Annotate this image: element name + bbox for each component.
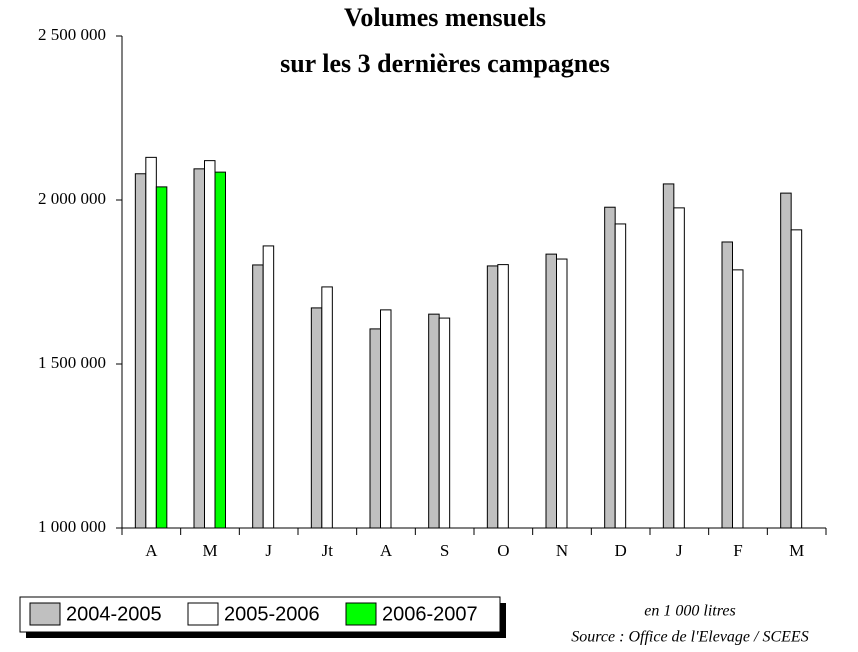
legend-swatch — [187, 602, 219, 626]
x-tick-label: J — [265, 541, 272, 560]
bar — [486, 265, 499, 529]
bar — [497, 264, 509, 529]
bar — [662, 183, 675, 529]
bar — [252, 264, 264, 529]
bar — [145, 156, 157, 529]
annotation: Source : Office de l'Elevage / SCEES — [571, 629, 808, 646]
bar — [214, 171, 226, 529]
chart-subtitle: sur les 3 dernières campagnes — [280, 49, 610, 78]
legend-label: 2005-2006 — [224, 603, 320, 625]
legend-swatch — [345, 602, 377, 626]
x-tick-label: D — [615, 541, 627, 560]
legend-label: 2006-2007 — [382, 603, 478, 625]
x-tick-label: O — [497, 541, 509, 560]
bar — [673, 207, 685, 529]
bar — [262, 245, 275, 529]
bar — [545, 253, 557, 529]
bar — [310, 307, 323, 529]
x-tick-label: Jt — [322, 541, 334, 560]
x-tick-label: A — [380, 541, 393, 560]
bar — [438, 317, 451, 529]
bar — [193, 168, 205, 529]
x-tick-label: M — [789, 541, 804, 560]
bar — [790, 229, 803, 529]
y-tick-label: 2 000 000 — [38, 189, 106, 208]
bar — [556, 258, 568, 529]
y-tick-label: 2 500 000 — [38, 25, 106, 44]
chart-title: Volumes mensuels — [344, 3, 546, 32]
x-tick-label: N — [556, 541, 568, 560]
x-tick-label: J — [676, 541, 683, 560]
x-tick-label: F — [733, 541, 742, 560]
bar — [380, 309, 392, 529]
bar — [428, 313, 440, 529]
bar — [204, 160, 216, 529]
bar — [721, 241, 733, 529]
bar — [155, 186, 168, 529]
x-tick-label: M — [202, 541, 217, 560]
y-tick-label: 1 500 000 — [38, 353, 106, 372]
bar — [369, 328, 381, 529]
bar — [604, 206, 616, 529]
bar — [321, 286, 333, 529]
annotation: en 1 000 litres — [644, 603, 735, 620]
legend-swatch — [29, 602, 61, 626]
bar — [732, 269, 744, 529]
legend-label: 2004-2005 — [66, 603, 162, 625]
bar — [134, 173, 147, 529]
x-tick-label: A — [145, 541, 158, 560]
bar — [614, 223, 627, 529]
legend — [19, 596, 501, 633]
y-tick-label: 1 000 000 — [38, 517, 106, 536]
bar — [780, 192, 792, 529]
x-tick-label: S — [440, 541, 449, 560]
